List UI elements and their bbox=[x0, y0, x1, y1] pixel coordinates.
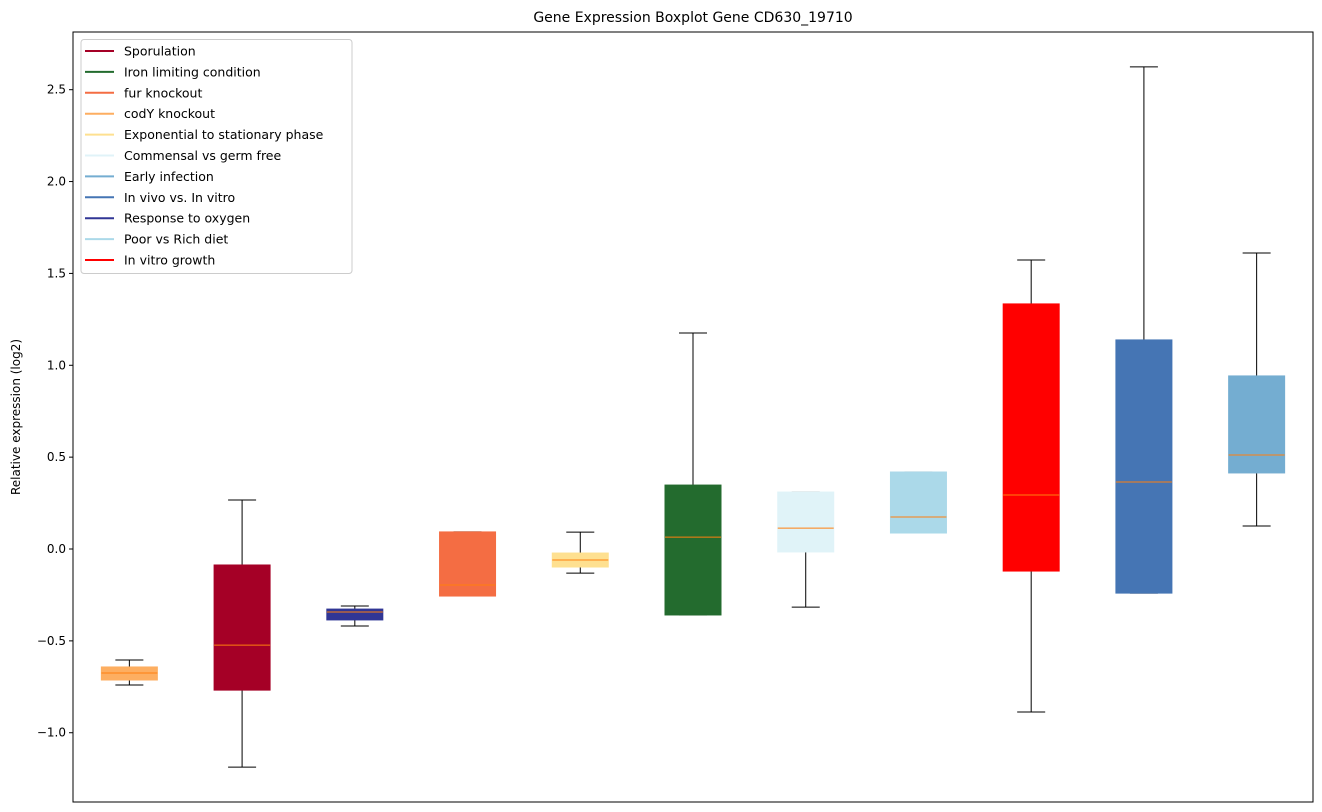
box-sporulation bbox=[213, 499, 271, 768]
boxes-layer bbox=[100, 66, 1286, 768]
legend: Sporulation Iron limiting condition fur kn… bbox=[80, 39, 353, 274]
y-tick-label: 2.0 bbox=[47, 175, 66, 189]
box-fur-knockout bbox=[439, 531, 497, 597]
legend-label: codY knockout bbox=[124, 106, 215, 121]
y-tick-label: 0.0 bbox=[47, 542, 66, 556]
y-tick-label: 1.5 bbox=[47, 266, 66, 280]
box-exponential-to-stationary-phase bbox=[551, 531, 609, 574]
legend-label: Response to oxygen bbox=[124, 211, 250, 226]
box-early-infection bbox=[1228, 252, 1286, 527]
box-in-vivo-vs-in-vitro bbox=[1115, 66, 1173, 594]
y-axis-label: Relative expression (log2) bbox=[9, 339, 23, 495]
y-axis: −1.0 −0.5 0.0 0.5 1.0 1.5 2.0 2.5 bbox=[37, 83, 73, 740]
box-in-vitro-growth bbox=[1002, 259, 1060, 713]
legend-label: In vivo vs. In vitro bbox=[124, 190, 235, 205]
legend-frame bbox=[80, 39, 353, 274]
box-body bbox=[213, 564, 271, 691]
y-tick-label: −0.5 bbox=[37, 634, 66, 648]
y-tick-label: 2.5 bbox=[47, 83, 66, 97]
box-body bbox=[1115, 339, 1173, 594]
legend-label: Poor vs Rich diet bbox=[124, 232, 228, 247]
box-body bbox=[1002, 303, 1060, 572]
box-body bbox=[777, 491, 835, 553]
y-tick-label: −1.0 bbox=[37, 726, 66, 740]
y-tick-label: 0.5 bbox=[47, 450, 66, 464]
legend-label: Exponential to stationary phase bbox=[124, 127, 324, 142]
plot-frame bbox=[72, 31, 1314, 803]
legend-label: Early infection bbox=[124, 169, 214, 184]
box-body bbox=[1228, 375, 1286, 474]
legend-label: Sporulation bbox=[124, 44, 196, 59]
box-iron-limiting-condition bbox=[664, 332, 722, 616]
box-cody-knockout bbox=[100, 659, 158, 686]
box-poor-vs-rich-diet bbox=[889, 471, 947, 534]
chart-title: Gene Expression Boxplot Gene CD630_19710 bbox=[533, 10, 852, 26]
legend-label: Iron limiting condition bbox=[124, 64, 261, 79]
legend-label: fur knockout bbox=[124, 85, 202, 100]
box-body bbox=[889, 471, 947, 534]
box-body bbox=[439, 531, 497, 597]
box-response-to-oxygen bbox=[326, 605, 384, 627]
box-body bbox=[326, 608, 384, 621]
legend-label: In vitro growth bbox=[124, 253, 215, 268]
legend-label: Commensal vs germ free bbox=[124, 148, 281, 163]
box-commensal-vs-germ-free bbox=[777, 491, 835, 608]
box-body bbox=[664, 484, 722, 616]
y-tick-label: 1.0 bbox=[47, 358, 66, 372]
